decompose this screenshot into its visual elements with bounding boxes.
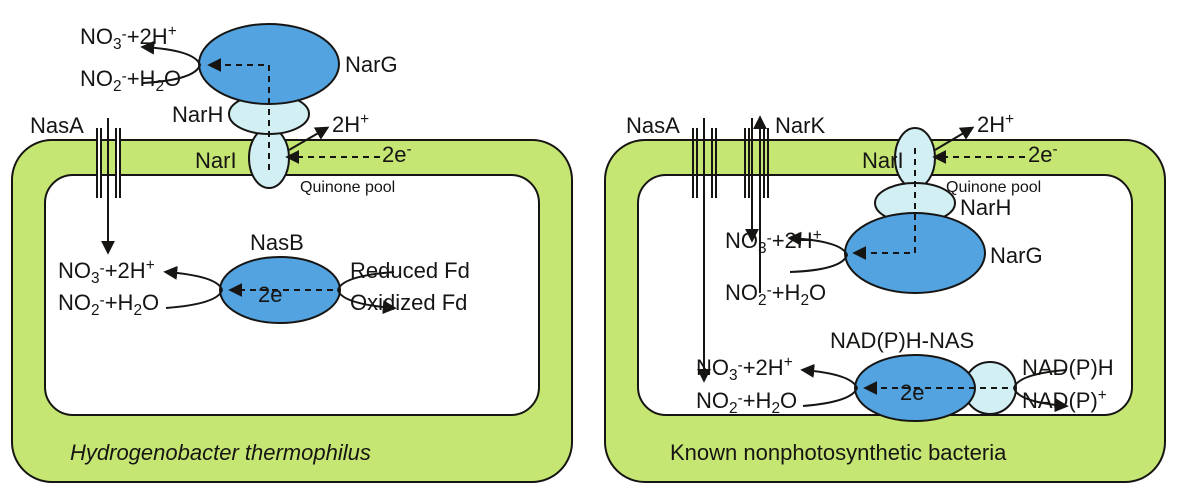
svg-text:NO2-+H2O: NO2-+H2O	[725, 280, 826, 309]
nadph-nas-label: NAD(P)H-NAS	[830, 328, 974, 353]
nark-label: NarK	[775, 113, 825, 138]
svg-text:NAD(P)+: NAD(P)+	[1022, 387, 1107, 413]
diagram-root: NasA NarG NarH NarI NO3-+2H+ NO2-+H2O 2H…	[0, 0, 1179, 500]
right-title: Known nonphotosynthetic bacteria	[670, 440, 1007, 465]
nasa-label-right: NasA	[626, 113, 680, 138]
oxidized-fd-label: Oxidized Fd	[350, 290, 467, 315]
left-cell: NasA NarG NarH NarI NO3-+2H+ NO2-+H2O 2H…	[12, 23, 572, 482]
svg-text:NO3-+2H+: NO3-+2H+	[725, 227, 822, 257]
svg-text:NO2-+H2O: NO2-+H2O	[80, 66, 181, 95]
svg-text:NO2-+H2O: NO2-+H2O	[58, 290, 159, 319]
narH-label-right: NarH	[960, 195, 1011, 220]
narH-label-left: NarH	[172, 102, 223, 127]
narI-label-right: NarI	[862, 148, 904, 173]
svg-text:NO3-+2H+: NO3-+2H+	[80, 23, 177, 53]
svg-text:NO2-+H2O: NO2-+H2O	[696, 388, 797, 417]
nasa-label-left: NasA	[30, 113, 84, 138]
quinone-label-left: Quinone pool	[300, 179, 395, 196]
narI-label-left: NarI	[195, 148, 237, 173]
nadph-label: NAD(P)H	[1022, 355, 1114, 380]
right-cell: NasA NarK NarI NarH NarG	[605, 111, 1165, 482]
left-title: Hydrogenobacter thermophilus	[70, 440, 371, 465]
svg-text:NO3-+2H+: NO3-+2H+	[58, 257, 155, 287]
reduced-fd-label: Reduced Fd	[350, 258, 470, 283]
quinone-label-right: Quinone pool	[946, 179, 1041, 196]
svg-text:2H+: 2H+	[332, 111, 369, 137]
svg-text:2H+: 2H+	[977, 111, 1014, 137]
narG-label-left: NarG	[345, 52, 398, 77]
narG-reactants-left: NO3-+2H+ NO2-+H2O	[80, 23, 181, 95]
nasB-label: NasB	[250, 230, 304, 255]
svg-text:NO3-+2H+: NO3-+2H+	[696, 354, 793, 384]
narG-label-right: NarG	[990, 243, 1043, 268]
